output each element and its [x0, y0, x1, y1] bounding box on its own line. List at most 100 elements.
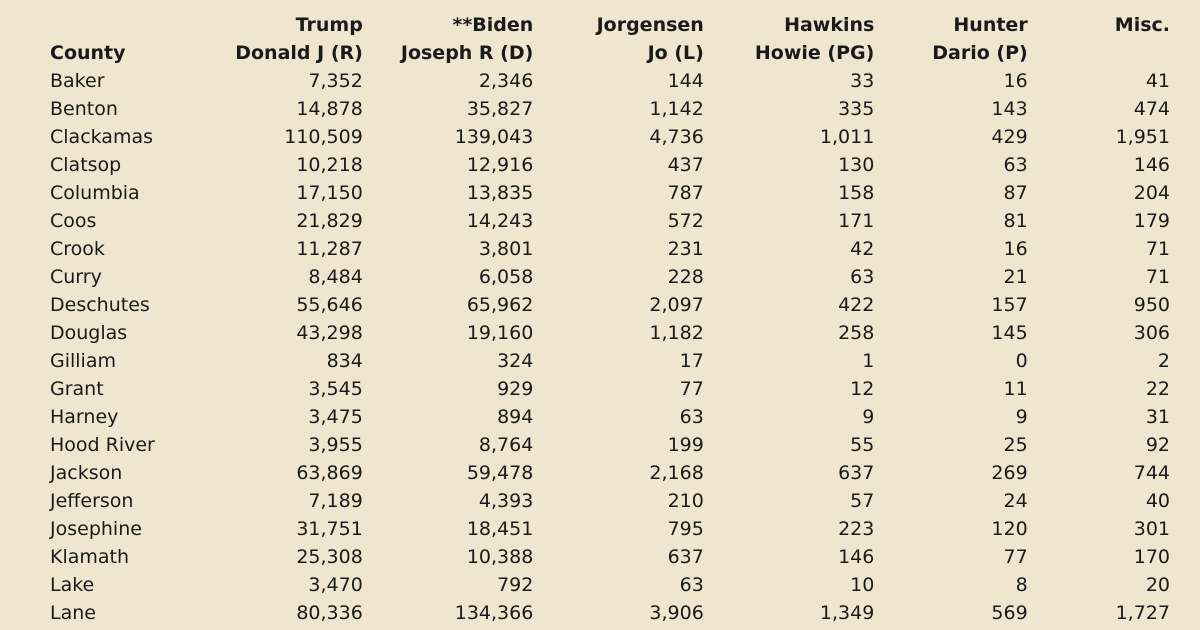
county-cell: Clackamas — [50, 126, 153, 148]
biden-votes-cell: 929 — [497, 378, 534, 400]
biden-votes-cell: 324 — [497, 350, 534, 372]
misc-votes-cell: 170 — [1133, 546, 1170, 568]
table-row: Harney 3,475 894 63 9 9 31 — [42, 403, 1170, 431]
biden-votes-cell: 14,243 — [466, 210, 534, 232]
hunter-votes-cell: 8 — [1015, 574, 1028, 596]
hunter-votes-cell: 24 — [1003, 490, 1028, 512]
hawkins-votes-cell: 171 — [838, 210, 875, 232]
table-row: Curry 8,484 6,058 228 63 21 71 — [42, 263, 1170, 291]
misc-votes-cell: 301 — [1133, 518, 1170, 540]
jorgensen-votes-cell: 63 — [679, 406, 704, 428]
biden-votes-cell: 3,801 — [478, 238, 534, 260]
biden-votes-cell: 134,366 — [454, 602, 534, 624]
hawkins-votes-cell: 12 — [850, 378, 875, 400]
hunter-votes-cell: 0 — [1015, 350, 1028, 372]
misc-votes-cell: 744 — [1133, 462, 1170, 484]
misc-votes-cell: 22 — [1145, 378, 1170, 400]
hawkins-votes-cell: 258 — [838, 322, 875, 344]
trump-votes-cell: 43,298 — [296, 322, 363, 344]
county-cell: Lake — [50, 574, 95, 596]
hawkins-votes-cell: 146 — [838, 546, 875, 568]
jorgensen-votes-cell: 2,097 — [649, 294, 704, 316]
column-header-line1: Hunter — [953, 14, 1028, 36]
hunter-votes-cell: 77 — [1003, 546, 1028, 568]
biden-votes-cell: 10,388 — [466, 546, 534, 568]
jorgensen-votes-cell: 787 — [667, 182, 704, 204]
table-row: Hood River 3,955 8,764 199 55 25 92 — [42, 431, 1170, 459]
hawkins-votes-cell: 1,349 — [819, 602, 875, 624]
misc-votes-cell: 1,951 — [1115, 126, 1170, 148]
column-header-line1: Jorgensen — [596, 14, 704, 36]
column-header-line1 — [50, 11, 193, 39]
hunter-votes-cell: 11 — [1003, 378, 1028, 400]
county-cell: Josephine — [50, 518, 142, 540]
trump-votes-cell: 14,878 — [296, 98, 363, 120]
hunter-votes-cell: 16 — [1003, 70, 1028, 92]
table-row: Douglas 43,298 19,160 1,182 258 145 306 — [42, 319, 1170, 347]
biden-votes-cell: 6,058 — [478, 266, 534, 288]
table-row: Gilliam 834 324 17 1 0 2 — [42, 347, 1170, 375]
results-body: Baker 7,352 2,346 144 33 16 41 Benton 14,878 35,8… — [42, 67, 1170, 627]
jorgensen-votes-cell: 144 — [667, 70, 704, 92]
hunter-votes-cell: 16 — [1003, 238, 1028, 260]
hawkins-votes-cell: 130 — [838, 154, 875, 176]
trump-votes-cell: 8,484 — [308, 266, 363, 288]
hawkins-votes-cell: 57 — [850, 490, 875, 512]
misc-votes-cell: 950 — [1133, 294, 1170, 316]
hawkins-votes-cell: 422 — [838, 294, 875, 316]
county-results-table: County Trump Donald J (R) **Biden Joseph… — [42, 11, 1170, 627]
county-cell: Crook — [50, 238, 105, 260]
misc-votes-cell: 71 — [1145, 266, 1170, 288]
misc-votes-cell: 179 — [1133, 210, 1170, 232]
hunter-votes-cell: 21 — [1003, 266, 1028, 288]
jorgensen-votes-cell: 437 — [667, 154, 704, 176]
county-cell: Hood River — [50, 434, 155, 456]
misc-votes-cell: 31 — [1145, 406, 1170, 428]
trump-votes-cell: 11,287 — [296, 238, 363, 260]
hunter-votes-cell: 81 — [1003, 210, 1028, 232]
column-header-line2: Dario (P) — [932, 42, 1028, 64]
trump-votes-cell: 7,352 — [308, 70, 363, 92]
county-cell: Curry — [50, 266, 102, 288]
table-row: Jefferson 7,189 4,393 210 57 24 40 — [42, 487, 1170, 515]
trump-votes-cell: 7,189 — [308, 490, 363, 512]
misc-votes-cell: 146 — [1133, 154, 1170, 176]
jorgensen-votes-cell: 77 — [679, 378, 704, 400]
biden-votes-cell: 792 — [497, 574, 534, 596]
jorgensen-votes-cell: 572 — [667, 210, 704, 232]
misc-votes-cell: 204 — [1133, 182, 1170, 204]
hunter-votes-cell: 143 — [991, 98, 1028, 120]
county-cell: Jefferson — [50, 490, 134, 512]
table-row: Lake 3,470 792 63 10 8 20 — [42, 571, 1170, 599]
misc-votes-cell: 40 — [1145, 490, 1170, 512]
jorgensen-votes-cell: 63 — [679, 574, 704, 596]
column-header-trump: Trump Donald J (R) — [193, 11, 363, 67]
county-cell: Columbia — [50, 182, 140, 204]
biden-votes-cell: 35,827 — [466, 98, 534, 120]
column-header-line2: Howie (PG) — [754, 42, 875, 64]
jorgensen-votes-cell: 4,736 — [649, 126, 704, 148]
county-cell: Harney — [50, 406, 119, 428]
misc-votes-cell: 474 — [1133, 98, 1170, 120]
jorgensen-votes-cell: 17 — [679, 350, 704, 372]
biden-votes-cell: 65,962 — [466, 294, 534, 316]
hawkins-votes-cell: 33 — [850, 70, 875, 92]
trump-votes-cell: 17,150 — [296, 182, 363, 204]
jorgensen-votes-cell: 637 — [667, 546, 704, 568]
table-row: Coos 21,829 14,243 572 171 81 179 — [42, 207, 1170, 235]
hawkins-votes-cell: 10 — [850, 574, 875, 596]
table-row: Lane 80,336 134,366 3,906 1,349 569 1,727 — [42, 599, 1170, 627]
county-cell: Clatsop — [50, 154, 122, 176]
biden-votes-cell: 8,764 — [478, 434, 534, 456]
county-cell: Deschutes — [50, 294, 150, 316]
jorgensen-votes-cell: 199 — [667, 434, 704, 456]
hunter-votes-cell: 63 — [1003, 154, 1028, 176]
table-row: Josephine 31,751 18,451 795 223 120 301 — [42, 515, 1170, 543]
table-row: Baker 7,352 2,346 144 33 16 41 — [42, 67, 1170, 95]
misc-votes-cell: 1,727 — [1115, 602, 1170, 624]
table-row: Columbia 17,150 13,835 787 158 87 204 — [42, 179, 1170, 207]
hawkins-votes-cell: 158 — [838, 182, 875, 204]
hawkins-votes-cell: 1,011 — [819, 126, 875, 148]
biden-votes-cell: 139,043 — [454, 126, 534, 148]
hunter-votes-cell: 429 — [991, 126, 1028, 148]
